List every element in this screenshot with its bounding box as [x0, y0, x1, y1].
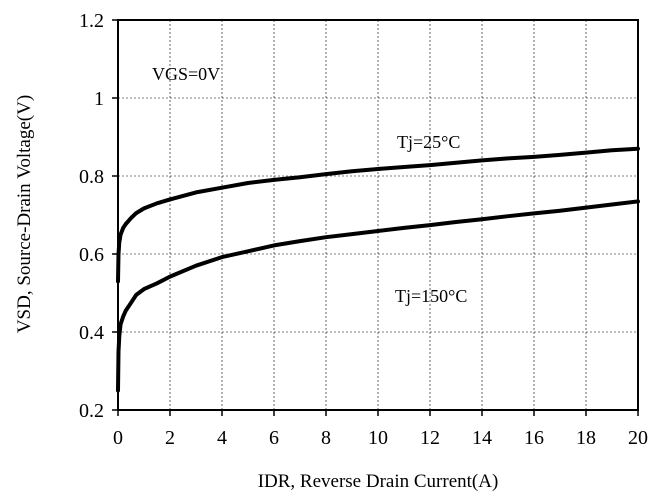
x-tick-label: 4	[217, 427, 227, 449]
annotation-tj150: Tj=150°C	[395, 286, 467, 306]
x-tick-label: 2	[165, 427, 175, 449]
annotation-tj25: Tj=25°C	[397, 132, 460, 152]
curve-tj-25c	[116, 146, 640, 284]
y-tick-label: 0.4	[79, 322, 104, 344]
x-tick-label: 8	[321, 427, 331, 449]
tick-labels: 0 2 4 6 8 10 12 14 16 18 20 0.2 0.4 0.6 0.8 1 1.2	[79, 10, 648, 449]
x-tick-label: 14	[472, 427, 492, 449]
x-axis-title: IDR, Reverse Drain Current(A)	[258, 471, 499, 492]
y-axis-title: VSD, Source-Drain Voltage(V)	[14, 95, 35, 333]
curves	[116, 146, 640, 393]
y-tick-label: 0.8	[79, 166, 104, 188]
grid-lines	[118, 20, 638, 410]
x-tick-label: 10	[368, 427, 388, 449]
x-tick-label: 0	[113, 427, 123, 449]
x-tick-label: 20	[628, 427, 648, 449]
y-tick-label: 0.6	[79, 244, 104, 266]
y-tick-label: 0.2	[79, 400, 104, 422]
curve-tj-150c	[116, 199, 640, 393]
x-tick-label: 16	[524, 427, 544, 449]
x-tick-label: 12	[420, 427, 440, 449]
y-tick-label: 1.2	[79, 10, 104, 32]
axis-ticks	[112, 19, 639, 416]
annotation-vgs: VGS=0V	[152, 64, 220, 84]
x-tick-label: 6	[269, 427, 279, 449]
x-tick-label: 18	[576, 427, 596, 449]
y-tick-label: 1	[94, 88, 104, 110]
